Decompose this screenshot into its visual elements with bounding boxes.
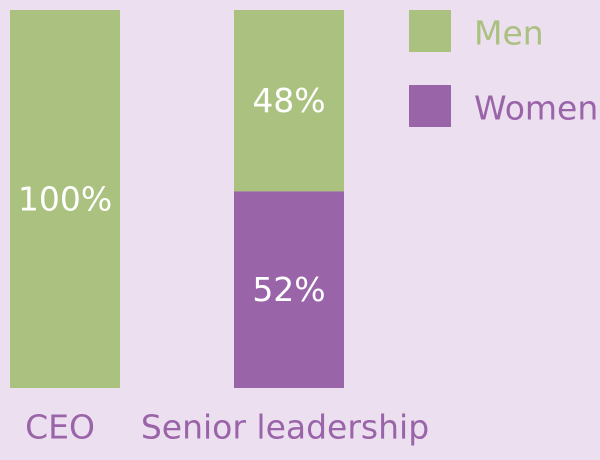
legend: Men Women: [409, 10, 598, 128]
value-label-senior-leadership-women: 52%: [252, 270, 325, 309]
value-label-ceo-men: 100%: [18, 180, 112, 219]
bar-senior-leadership-men: [234, 10, 344, 192]
legend-swatch-women: [409, 85, 451, 127]
category-label-senior-leadership: Senior leadership: [141, 408, 429, 447]
bar-senior-leadership-women: [234, 191, 344, 388]
bars-group: [10, 10, 344, 388]
value-label-senior-leadership-men: 48%: [252, 81, 325, 120]
legend-label-men: Men: [474, 14, 544, 53]
category-labels-group: CEO Senior leadership: [25, 408, 429, 447]
bar-ceo-men: [10, 10, 120, 388]
value-labels-group: 100% 48% 52%: [18, 81, 326, 309]
legend-swatch-men: [409, 10, 451, 52]
legend-label-women: Women: [474, 89, 598, 128]
category-label-ceo: CEO: [25, 408, 95, 447]
